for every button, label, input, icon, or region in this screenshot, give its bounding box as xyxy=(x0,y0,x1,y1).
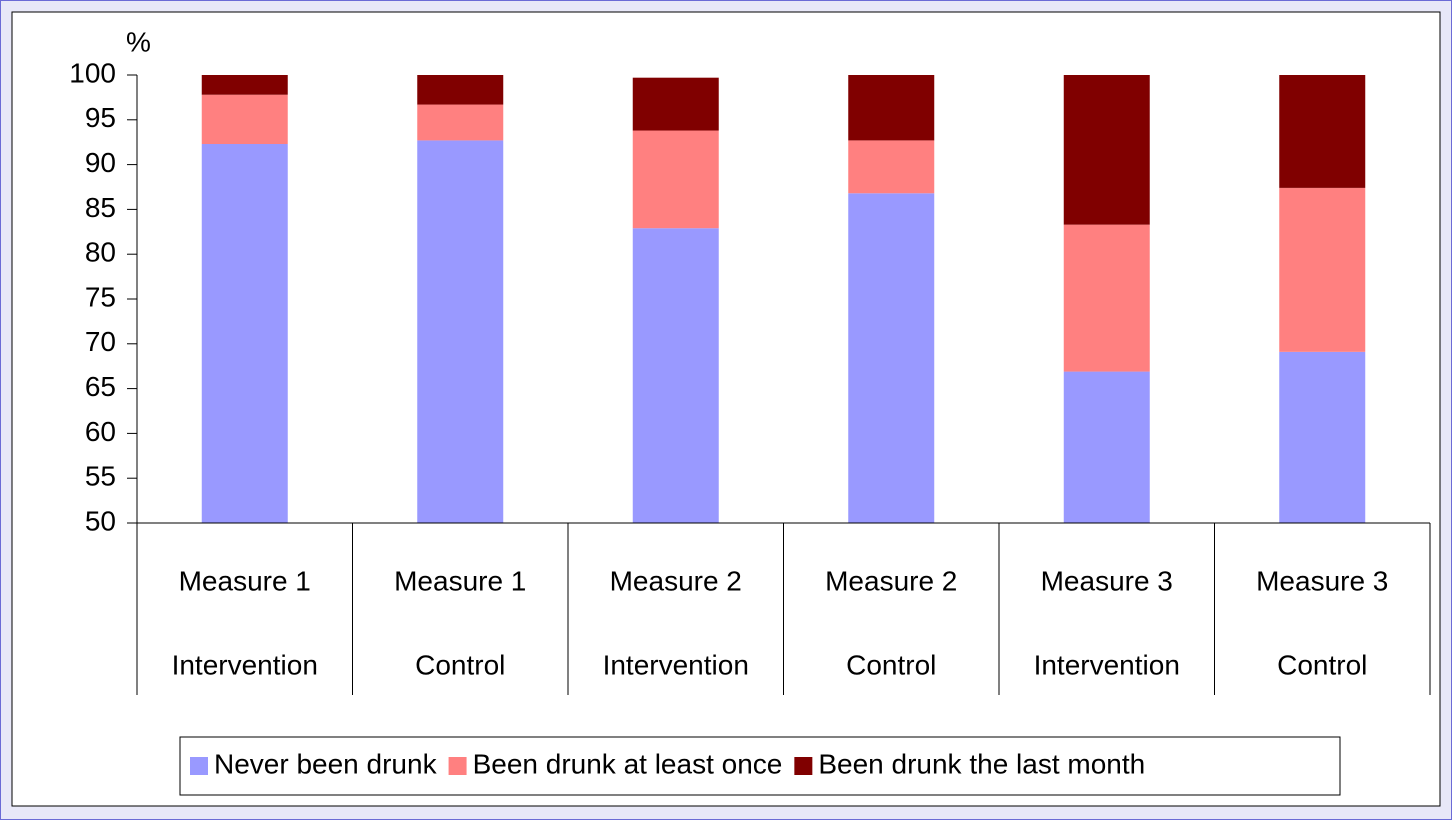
x-tick-label: Measure 3 xyxy=(1041,565,1173,596)
x-tick-label: Measure 3 xyxy=(1256,565,1388,596)
bar-segment xyxy=(848,140,935,194)
x-tick-label: Measure 1 xyxy=(394,565,526,596)
x-tick-label: Measure 2 xyxy=(825,565,957,596)
legend-label: Been drunk at least once xyxy=(473,748,783,779)
legend-swatch xyxy=(448,757,467,775)
x-tick-label: Intervention xyxy=(172,649,318,680)
legend-label: Never been drunk xyxy=(214,748,438,779)
x-tick-label: Control xyxy=(846,649,936,680)
bar-segment xyxy=(632,228,719,523)
bar-segment xyxy=(1063,371,1150,523)
legend-label: Been drunk the last month xyxy=(818,748,1145,779)
bar-segment xyxy=(1063,75,1150,225)
bar-segment xyxy=(632,77,719,131)
bar-segment xyxy=(848,193,935,523)
legend-box xyxy=(179,736,1341,796)
x-tick-label: Control xyxy=(415,649,505,680)
y-tick-label: 80 xyxy=(85,237,116,268)
y-tick-label: 50 xyxy=(85,505,116,536)
x-tick-label: Measure 2 xyxy=(610,565,742,596)
bar-segment xyxy=(201,143,288,523)
legend-swatch xyxy=(794,757,813,775)
y-tick-label: 100 xyxy=(69,57,116,88)
x-tick-label: Intervention xyxy=(603,649,749,680)
y-tick-label: 70 xyxy=(85,326,116,357)
bar-segment xyxy=(417,140,504,523)
x-tick-label: Control xyxy=(1277,649,1367,680)
bar-segment xyxy=(201,94,288,144)
bar-segment xyxy=(417,104,504,141)
y-tick-label: 75 xyxy=(85,281,116,312)
bar-segment xyxy=(1279,351,1366,523)
bar-segment xyxy=(201,75,288,95)
x-tick-label: Intervention xyxy=(1034,649,1180,680)
y-tick-label: 55 xyxy=(85,461,116,492)
bar-segment xyxy=(1279,187,1366,352)
bar-segment xyxy=(848,75,935,141)
y-tick-label: 65 xyxy=(85,371,116,402)
legend-swatch xyxy=(190,757,208,775)
bar-segment xyxy=(417,75,504,105)
y-tick-label: 95 xyxy=(85,102,116,133)
y-tick-label: 85 xyxy=(85,192,116,223)
y-tick-label: 60 xyxy=(85,416,116,447)
y-axis-label: % xyxy=(126,26,151,57)
y-tick-label: 90 xyxy=(85,147,116,178)
x-tick-label: Measure 1 xyxy=(179,565,311,596)
bar-segment xyxy=(1279,75,1366,188)
bar-segment xyxy=(632,130,719,229)
bar-segment xyxy=(1063,224,1150,372)
